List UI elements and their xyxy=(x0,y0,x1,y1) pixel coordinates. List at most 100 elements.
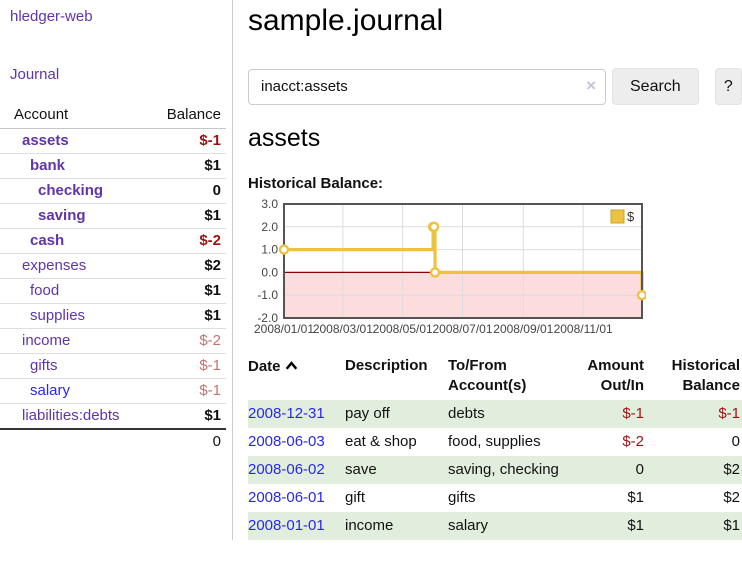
historical-balance-chart[interactable]: 3.0 2.0 1.0 0.0 -1.0 -2.02008/01/012008/03/01… xyxy=(248,198,646,338)
transaction-date-link[interactable]: 2008-06-01 xyxy=(248,489,325,506)
account-link[interactable]: bank xyxy=(30,157,66,174)
account-balance: $-1 xyxy=(140,378,226,404)
account-cell: assets xyxy=(0,129,140,154)
chart-axis-labels: 3.0 2.0 1.0 0.0 -1.0 -2.02008/01/012008/03/01… xyxy=(254,198,613,336)
transaction-amount: $1 xyxy=(627,517,644,534)
accounts-total-row: 0 xyxy=(0,428,226,454)
account-link[interactable]: supplies xyxy=(30,307,86,324)
svg-text:1.0: 1.0 xyxy=(261,243,278,257)
account-cell: salary xyxy=(0,378,141,404)
account-balance: $-2 xyxy=(140,328,226,354)
svg-text:2008/11/01: 2008/11/01 xyxy=(554,322,613,336)
chart-border xyxy=(283,203,643,319)
account-link[interactable]: gifts xyxy=(30,357,58,374)
transaction-accounts: salary xyxy=(448,517,489,534)
search-input[interactable] xyxy=(248,68,606,105)
transaction-balance: 0 xyxy=(731,433,740,450)
transaction-date-link[interactable]: 2008-01-01 xyxy=(248,517,325,534)
account-balance: $-1 xyxy=(140,353,226,379)
svg-text:0.0: 0.0 xyxy=(261,265,278,279)
transaction-description: income xyxy=(345,517,394,534)
chart-markers xyxy=(278,221,646,301)
svg-text:2008/07/01: 2008/07/01 xyxy=(432,322,492,336)
search-button[interactable]: Search xyxy=(612,68,699,105)
transaction-row[interactable]: 2008-06-03 eat & shop food, supplies $-2 0 xyxy=(248,428,742,456)
account-cell: liabilities:debts xyxy=(0,403,141,429)
app-root: hledger-web Journal Account Balance asse… xyxy=(0,0,742,540)
account-link[interactable]: saving xyxy=(38,207,86,224)
account-cell: cash xyxy=(0,228,141,254)
legend-swatch-icon xyxy=(610,209,625,224)
svg-text:$: $ xyxy=(627,209,635,224)
account-cell: supplies xyxy=(0,303,141,329)
help-button[interactable]: ? xyxy=(714,68,742,105)
transaction-balance: $-1 xyxy=(718,405,740,422)
transaction-description: gift xyxy=(345,489,366,506)
transaction-accounts: gifts xyxy=(448,489,476,506)
account-cell: food xyxy=(0,278,141,304)
transaction-date-link[interactable]: 2008-06-02 xyxy=(248,461,325,478)
account-balance: $1 xyxy=(140,303,226,329)
accounts-table: Account Balance assets $-1 bank $1 checking 0… xyxy=(0,104,226,454)
chart-legend: $ xyxy=(610,209,635,224)
svg-text:-1.0: -1.0 xyxy=(257,288,278,302)
account-cell: income xyxy=(0,328,141,354)
clear-search-icon[interactable]: × xyxy=(586,75,596,95)
transactions-table: Date Description To/From Account(s) Amou… xyxy=(248,354,742,540)
account-balance: $-1 xyxy=(199,132,221,149)
sort-ascending-icon xyxy=(285,356,298,376)
app-title-link[interactable]: hledger-web xyxy=(10,8,93,25)
svg-text:2.0: 2.0 xyxy=(261,220,278,234)
transaction-date-cell: 2008-12-31 xyxy=(248,400,345,428)
transaction-date-link[interactable]: 2008-12-31 xyxy=(248,405,325,422)
account-link[interactable]: food xyxy=(30,282,60,299)
transaction-balance: $2 xyxy=(723,461,740,478)
account-row: gifts $-1 xyxy=(0,353,226,379)
transaction-row[interactable]: 2008-12-31 pay off debts $-1 $-1 xyxy=(248,400,742,428)
account-balance: $1 xyxy=(140,278,226,304)
transaction-row[interactable]: 2008-06-02 save saving, checking 0 $2 xyxy=(248,456,742,484)
accounts-total-spacer xyxy=(0,428,141,454)
transaction-accounts: food, supplies xyxy=(448,433,541,450)
svg-text:3.0: 3.0 xyxy=(261,198,278,211)
accounts-header-balance: Balance xyxy=(140,104,226,129)
transaction-date-cell: 2008-06-02 xyxy=(248,456,345,484)
column-header-amount[interactable]: Amount Out/In xyxy=(587,357,644,394)
account-link[interactable]: expenses xyxy=(22,257,87,274)
column-header-date[interactable]: Date xyxy=(248,354,345,400)
column-header-description[interactable]: Description xyxy=(345,357,428,374)
transaction-date-link[interactable]: 2008-06-03 xyxy=(248,433,325,450)
accounts-total-value: 0 xyxy=(140,428,226,454)
sidebar-item-journal[interactable]: Journal xyxy=(10,66,60,83)
account-link[interactable]: cash xyxy=(30,232,65,249)
account-cell: checking xyxy=(0,178,141,204)
account-cell: expenses xyxy=(0,253,141,279)
account-row: assets $-1 xyxy=(0,129,226,154)
transaction-date-cell: 2008-06-03 xyxy=(248,428,345,456)
account-link[interactable]: income xyxy=(22,332,71,349)
transaction-description: save xyxy=(345,461,377,478)
account-row: checking 0 xyxy=(0,178,226,204)
transaction-amount: $-1 xyxy=(622,405,644,422)
account-link[interactable]: liabilities:debts xyxy=(22,407,120,424)
account-cell: saving xyxy=(0,203,141,229)
account-balance: $2 xyxy=(140,253,226,279)
column-header-accounts[interactable]: To/From Account(s) xyxy=(448,357,527,394)
transaction-accounts: debts xyxy=(448,405,485,422)
svg-text:2008/03/01: 2008/03/01 xyxy=(313,322,373,336)
transaction-balance: $1 xyxy=(723,517,740,534)
account-link[interactable]: checking xyxy=(38,182,104,199)
account-link[interactable]: salary xyxy=(30,382,71,399)
transaction-row[interactable]: 2008-01-01 income salary $1 $1 xyxy=(248,512,742,540)
accounts-header-row: Account Balance xyxy=(0,104,226,129)
transaction-amount: $-2 xyxy=(622,433,644,450)
transaction-balance: $2 xyxy=(723,489,740,506)
account-link[interactable]: assets xyxy=(22,132,69,149)
account-balance: $-2 xyxy=(140,228,226,254)
column-header-balance[interactable]: Historical Balance xyxy=(671,357,740,394)
account-row: cash $-2 xyxy=(0,228,226,254)
svg-text:2008/05/01: 2008/05/01 xyxy=(373,322,433,336)
transaction-date-cell: 2008-06-01 xyxy=(248,484,345,512)
accounts-header-account: Account xyxy=(0,104,141,129)
transaction-row[interactable]: 2008-06-01 gift gifts $1 $2 xyxy=(248,484,742,512)
